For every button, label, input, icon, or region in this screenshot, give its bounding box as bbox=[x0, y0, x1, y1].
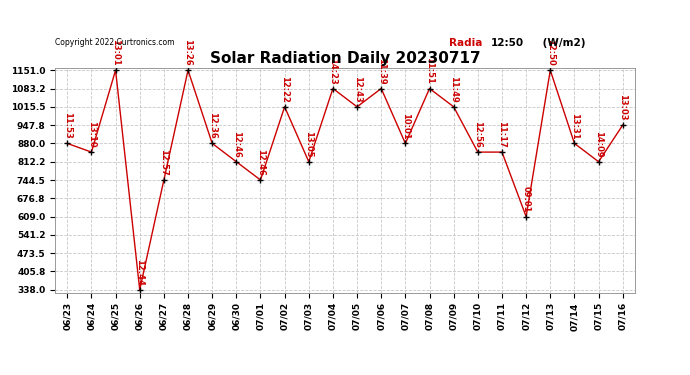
Text: 11:53: 11:53 bbox=[63, 112, 72, 139]
Text: 12:43: 12:43 bbox=[353, 76, 362, 103]
Text: Copyright 2022 Curtronics.com: Copyright 2022 Curtronics.com bbox=[55, 38, 175, 47]
Text: 13:31: 13:31 bbox=[570, 112, 579, 139]
Text: 10:01: 10:01 bbox=[401, 112, 410, 139]
Text: 12:50: 12:50 bbox=[491, 38, 524, 48]
Text: 11:17: 11:17 bbox=[497, 121, 506, 148]
Text: 13:03: 13:03 bbox=[618, 94, 627, 121]
Text: 12:22: 12:22 bbox=[280, 76, 289, 103]
Text: 12:36: 12:36 bbox=[208, 112, 217, 139]
Text: 12:46: 12:46 bbox=[256, 149, 265, 176]
Text: 14:23: 14:23 bbox=[328, 58, 337, 84]
Text: 13:05: 13:05 bbox=[304, 131, 313, 158]
Text: 14:09: 14:09 bbox=[594, 131, 603, 158]
Text: 12:46: 12:46 bbox=[232, 130, 241, 158]
Text: 13:01: 13:01 bbox=[111, 39, 120, 66]
Text: 11:49: 11:49 bbox=[449, 76, 458, 103]
Title: Solar Radiation Daily 20230717: Solar Radiation Daily 20230717 bbox=[210, 51, 480, 66]
Text: 11:39: 11:39 bbox=[377, 58, 386, 84]
Text: 12:44: 12:44 bbox=[135, 259, 144, 286]
Text: (W/m2): (W/m2) bbox=[539, 38, 586, 48]
Text: 13:26: 13:26 bbox=[184, 39, 193, 66]
Text: 11:51: 11:51 bbox=[425, 57, 434, 84]
Text: 12:57: 12:57 bbox=[159, 149, 168, 176]
Text: 09:01: 09:01 bbox=[522, 186, 531, 212]
Text: 12:56: 12:56 bbox=[473, 121, 482, 148]
Text: 12:50: 12:50 bbox=[546, 39, 555, 66]
Text: 13:10: 13:10 bbox=[87, 121, 96, 148]
Text: Radia: Radia bbox=[449, 38, 483, 48]
